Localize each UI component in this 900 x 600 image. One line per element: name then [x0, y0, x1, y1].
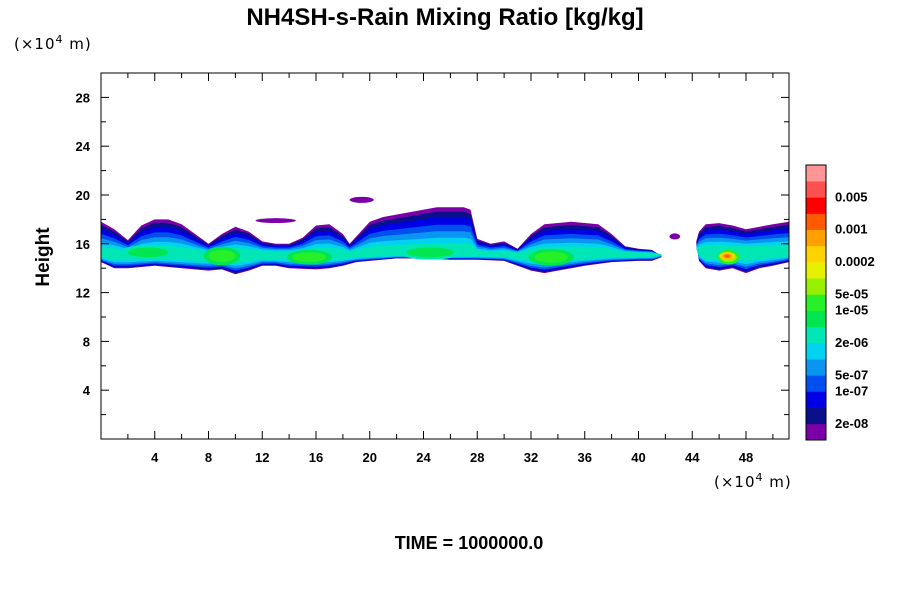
x-tick-label: 8 [205, 450, 212, 465]
colorbar-label: 5e-07 [835, 367, 868, 382]
contour-core-0 [127, 247, 169, 258]
contour-main-level-6 [101, 243, 662, 264]
x-tick-label: 32 [524, 450, 538, 465]
x-tick-label: 16 [309, 450, 323, 465]
chart-title: NH4SH-s-Rain Mixing Ratio [kg/kg] [246, 4, 643, 31]
colorbar-swatch [806, 375, 826, 392]
colorbar-swatch [806, 342, 826, 360]
colorbar-swatch [806, 278, 826, 295]
colorbar-swatch [806, 197, 826, 214]
x-tick-label: 44 [685, 450, 700, 465]
y-axis-label: Height [33, 227, 54, 287]
x-tick-label: 48 [739, 450, 753, 465]
contour-wisp-0 [255, 218, 296, 224]
y-tick-label: 12 [76, 286, 90, 301]
colorbar-label: 1e-07 [835, 383, 868, 398]
contour-wisp-1 [349, 196, 374, 203]
x-tick-label: 40 [631, 450, 645, 465]
x-tick-label: 20 [363, 450, 377, 465]
y-tick-label: 4 [83, 383, 91, 398]
contour-core-4 [534, 251, 568, 263]
x-tick-label: 12 [255, 450, 269, 465]
time-label: TIME = 1000000.0 [395, 533, 544, 553]
colorbar-label: 2e-08 [835, 416, 868, 431]
colorbar-swatch [806, 326, 826, 344]
colorbar-swatch [806, 245, 826, 263]
colorbar-label: 2e-06 [835, 335, 868, 350]
contour-core-2 [292, 252, 327, 263]
contour-core-3 [406, 247, 454, 258]
plot-area [101, 196, 789, 275]
y-tick-label: 28 [76, 90, 90, 105]
colorbar-swatch [806, 213, 826, 231]
colorbar-swatch [806, 391, 826, 408]
contour-core-1 [208, 249, 236, 263]
colorbar-label: 0.001 [835, 222, 868, 237]
y-axis-unit: (×104 m) [14, 33, 92, 53]
colorbar-swatch [806, 229, 826, 247]
contour-wisp-2 [669, 233, 681, 240]
x-axis-unit: (×104 m) [714, 471, 792, 491]
x-tick-label: 24 [416, 450, 431, 465]
colorbar-swatch [806, 165, 826, 182]
colorbar-swatch [806, 407, 826, 425]
x-tick-label: 28 [470, 450, 484, 465]
x-tick-label: 36 [578, 450, 592, 465]
y-tick-label: 20 [76, 188, 90, 203]
y-tick-label: 8 [83, 334, 90, 349]
y-tick-label: 16 [76, 237, 90, 252]
contour-hotspot [724, 254, 730, 258]
colorbar-label: 0.005 [835, 189, 868, 204]
colorbar-swatch [806, 262, 826, 279]
colorbar-frame [805, 164, 827, 441]
x-tick-label: 4 [151, 450, 159, 465]
y-tick-label: 24 [76, 139, 91, 154]
plot-frame [100, 72, 790, 440]
colorbar-swatch [806, 359, 826, 376]
colorbar-swatch [806, 294, 826, 311]
colorbar-label: 0.0002 [835, 254, 875, 269]
colorbar-swatch [806, 181, 826, 198]
colorbar-swatch [806, 310, 826, 328]
colorbar-swatch [806, 423, 826, 441]
colorbar-label: 1e-05 [835, 303, 868, 318]
colorbar-label: 5e-05 [835, 286, 868, 301]
